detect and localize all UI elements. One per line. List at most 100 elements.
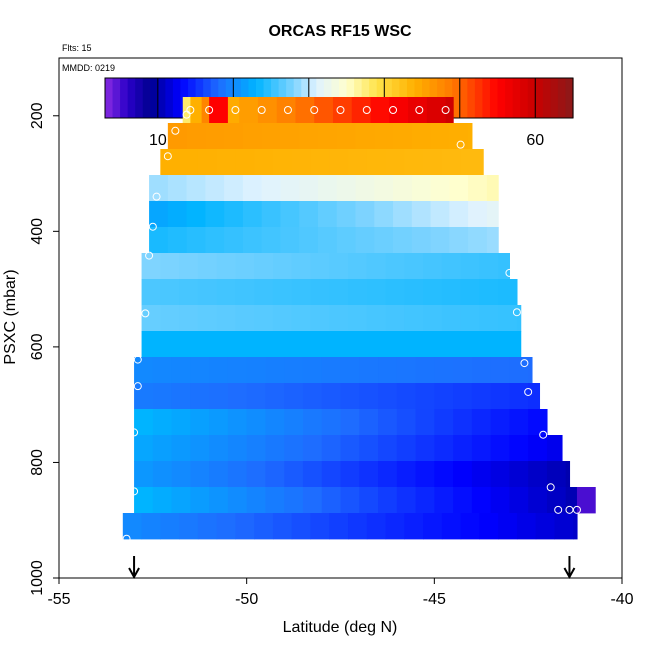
- track-point: [130, 428, 139, 437]
- heatmap-cell: [265, 487, 285, 514]
- heatmap-cell: [336, 201, 357, 228]
- colorbar-segment: [527, 78, 536, 118]
- heatmap-cell: [434, 409, 454, 436]
- colorbar-segment: [505, 78, 514, 118]
- x-tick-label: -45: [423, 591, 446, 608]
- heatmap-cell: [479, 149, 484, 176]
- heatmap-cell: [396, 461, 417, 488]
- leg-arrows: [128, 556, 576, 580]
- heatmap-cell: [408, 97, 428, 124]
- heatmap-cell: [535, 513, 556, 540]
- heatmap-cell: [411, 201, 432, 228]
- heatmap-cell: [216, 331, 237, 358]
- heatmap-cell: [404, 513, 424, 540]
- heatmap-cell: [272, 149, 293, 176]
- heatmap-cell: [190, 461, 210, 488]
- heatmap-cell: [186, 227, 206, 254]
- heatmap-cell: [209, 97, 228, 124]
- heatmap-cell: [516, 305, 522, 332]
- heatmap-cell: [261, 201, 282, 228]
- heatmap-cell: [190, 357, 210, 384]
- colorbar-segment: [542, 78, 551, 118]
- heatmap-cell: [423, 331, 443, 358]
- heatmap-cell: [302, 435, 323, 462]
- heatmap-cell: [430, 227, 450, 254]
- heatmap-cell: [209, 357, 229, 384]
- heatmap-cell: [565, 487, 578, 514]
- heatmap-cell: [498, 253, 510, 280]
- mmdd-annotation: MMDD: 0219: [62, 63, 115, 73]
- heatmap-cell: [280, 175, 300, 202]
- heatmap-cell: [509, 487, 529, 514]
- heatmap-cell: [329, 331, 349, 358]
- heatmap-cell: [227, 435, 248, 462]
- heatmap-cell: [348, 149, 368, 176]
- heatmap-cell: [404, 279, 424, 306]
- heatmap-cell: [460, 513, 480, 540]
- heatmap-cell: [468, 201, 488, 228]
- heatmap-cell: [396, 435, 417, 462]
- heatmap-cell: [235, 279, 255, 306]
- colorbar-segment: [135, 78, 144, 118]
- heatmap-cell: [385, 279, 405, 306]
- heatmap-cell: [348, 253, 368, 280]
- heatmap-cell: [546, 435, 563, 462]
- heatmap-cell: [171, 435, 191, 462]
- track-point: [565, 505, 574, 514]
- heatmap-cell: [265, 357, 285, 384]
- heatmap-cell: [167, 175, 188, 202]
- heatmap-cell: [396, 357, 417, 384]
- heatmap-rows: [122, 97, 596, 540]
- colorbar-segment: [535, 78, 544, 118]
- track-point: [310, 106, 319, 114]
- heatmap-cell: [152, 409, 173, 436]
- heatmap-cell: [340, 383, 360, 410]
- heatmap-cell: [280, 123, 300, 150]
- heatmap-cell: [197, 513, 218, 540]
- heatmap-cell: [235, 305, 255, 332]
- colorbar-segment: [557, 78, 567, 118]
- heatmap-cell: [479, 253, 499, 280]
- heatmap-cell: [423, 279, 443, 306]
- heatmap-cell: [302, 409, 323, 436]
- heatmap-cell: [490, 357, 510, 384]
- heatmap-cell: [359, 435, 379, 462]
- y-tick-label: 800: [29, 449, 46, 476]
- heatmap-cell: [528, 435, 548, 462]
- track-point: [456, 140, 465, 149]
- heatmap-cell: [310, 305, 330, 332]
- colorbar-segment: [565, 78, 574, 118]
- heatmap-cell: [265, 461, 285, 488]
- heatmap-cell: [366, 253, 387, 280]
- heatmap-cell: [378, 487, 398, 514]
- colorbar-segment: [482, 78, 491, 118]
- heatmap-cell: [441, 513, 462, 540]
- heatmap-cell: [197, 149, 218, 176]
- heatmap-cell: [366, 305, 387, 332]
- heatmap-cell: [291, 253, 312, 280]
- heatmap-cell: [284, 435, 304, 462]
- heatmap-cell: [246, 461, 267, 488]
- heatmap-cell: [471, 357, 492, 384]
- heatmap-cell: [190, 487, 210, 514]
- plot-area: MMDD: 0219 102030405060: [58, 57, 623, 580]
- heatmap-cell: [434, 487, 454, 514]
- heatmap-cell: [302, 461, 323, 488]
- heatmap-cell: [336, 175, 357, 202]
- heatmap-cell: [359, 409, 379, 436]
- heatmap-cell: [329, 149, 349, 176]
- heatmap-cell: [359, 461, 379, 488]
- heatmap-cell: [179, 331, 199, 358]
- heatmap-cell: [272, 253, 293, 280]
- y-tick-label: 600: [29, 333, 46, 360]
- heatmap-cell: [389, 97, 409, 124]
- heatmap-cell: [272, 513, 293, 540]
- track-point: [554, 505, 563, 514]
- colorbar-segment: [550, 78, 559, 118]
- heatmap-cell: [528, 383, 541, 410]
- flight-track-points: [122, 106, 581, 558]
- heatmap-cell: [516, 331, 522, 358]
- heatmap-cell: [261, 227, 282, 254]
- colorbar-tick-label: 10: [149, 132, 167, 149]
- heatmap-cell: [528, 487, 548, 514]
